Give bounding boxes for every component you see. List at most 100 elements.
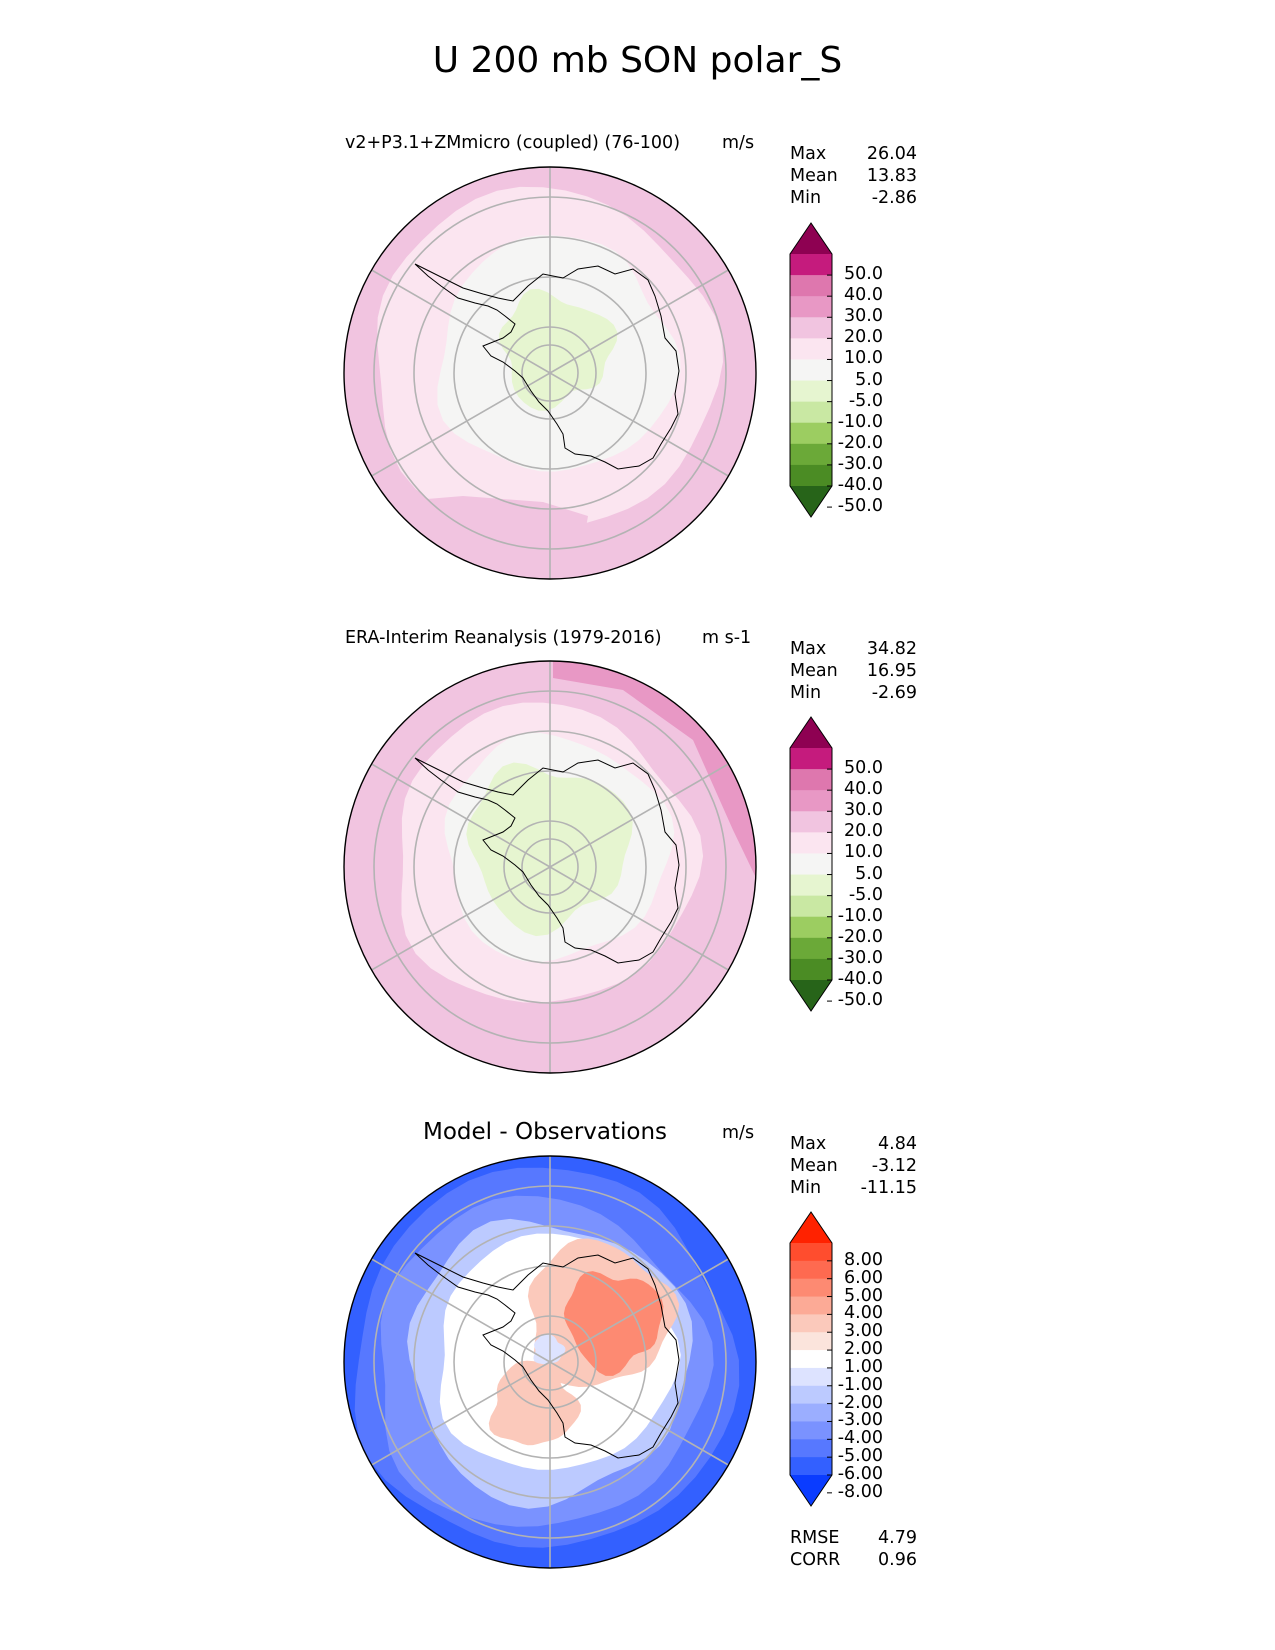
- colorbar-segment: [790, 1278, 832, 1298]
- panel-obs-colorbar: [789, 716, 833, 1012]
- panel-model-map: [343, 166, 757, 580]
- colorbar-segment: [790, 832, 832, 854]
- longitude-line: [371, 1258, 551, 1363]
- panel-model-units: m/s: [722, 133, 755, 153]
- panel-obs-units: m s-1: [702, 628, 752, 648]
- longitude-line: [549, 1361, 729, 1466]
- colorbar-tick-label: 10.0: [844, 842, 883, 863]
- colorbar-tick-label: 20.0: [844, 821, 883, 842]
- colorbar-tick-label: -3.00: [837, 1410, 883, 1431]
- colorbar-segment: [790, 1367, 832, 1387]
- colorbar-tick-label: 5.00: [844, 1285, 883, 1306]
- panel-model-colorbar: [789, 222, 833, 518]
- longitude-line: [371, 866, 551, 971]
- antarctica-coastline: [414, 1252, 680, 1459]
- stat-value-corr: 0.96: [878, 1550, 917, 1570]
- stat-label: RMSE: [790, 1528, 840, 1548]
- colorbar-tick-label: 8.00: [844, 1249, 883, 1270]
- colorbar-segment: [790, 1457, 832, 1476]
- panel-diff-title: Model - Observations: [423, 1119, 668, 1145]
- colorbar-extend-max: [790, 223, 832, 254]
- longitude-line: [371, 763, 551, 868]
- panel-diff-colorbar: [789, 1211, 833, 1507]
- longitude-line: [549, 866, 729, 971]
- colorbar-segment: [790, 853, 832, 876]
- colorbar-tick-label: -50.0: [837, 496, 883, 517]
- stat-label: Mean: [790, 1156, 838, 1176]
- colorbar-tick-label: 40.0: [844, 285, 883, 306]
- colorbar-tick-label: 50.0: [844, 264, 883, 285]
- colorbar-tick-label: 4.00: [844, 1303, 883, 1324]
- colorbar-tick-label: 1.00: [844, 1356, 883, 1377]
- stat-value-max: 34.82: [866, 639, 917, 659]
- colorbar-segment: [790, 916, 832, 939]
- antarctica-coastline: [414, 757, 680, 964]
- stat-label: Max: [790, 1134, 827, 1154]
- panel-obs-field: [344, 661, 756, 1073]
- colorbar-tick-label: 30.0: [844, 306, 883, 327]
- stat-value-mean: -3.12: [871, 1156, 917, 1176]
- colorbar-tick-label: -40.0: [837, 969, 883, 989]
- colorbar-segment: [790, 811, 832, 833]
- colorbar-tick-label: 40.0: [844, 779, 883, 800]
- colorbar-extend-min: [790, 1475, 832, 1506]
- colorbar-segment: [790, 338, 832, 360]
- panel-diff-units: m/s: [722, 1123, 755, 1143]
- colorbar-segment: [790, 790, 832, 812]
- stat-value-max: 26.04: [866, 144, 917, 164]
- colorbar-segment: [790, 1314, 832, 1333]
- longitude-line: [371, 372, 551, 477]
- colorbar-segment: [790, 443, 832, 466]
- stat-label: Min: [790, 188, 822, 208]
- colorbar-tick-label: 30.0: [844, 800, 883, 821]
- colorbar-segment: [790, 748, 832, 770]
- colorbar-segment: [790, 769, 832, 791]
- colorbar-segment: [790, 874, 832, 897]
- field-4-5: [563, 1271, 664, 1376]
- colorbar-segment: [790, 895, 832, 918]
- colorbar-tick-label: -6.00: [837, 1464, 883, 1484]
- colorbar-tick-label: 10.0: [844, 348, 883, 369]
- panel-obs-stats: Max 34.82 Mean 16.95 Min -2.69: [790, 639, 917, 705]
- stat-value-min: -2.69: [871, 683, 917, 703]
- stat-value-mean: 16.95: [866, 661, 917, 681]
- colorbar-segment: [790, 1350, 832, 1369]
- panel-diff-map: [343, 1155, 757, 1569]
- colorbar-tick-label: -5.00: [837, 1446, 883, 1467]
- colorbar-segment: [790, 1403, 832, 1422]
- panel-model-field: [344, 167, 756, 579]
- stat-label: Min: [790, 1178, 822, 1198]
- map-boundary: [343, 660, 757, 1074]
- colorbar-tick-label: 2.00: [844, 1339, 883, 1360]
- antarctica-coastline: [414, 263, 680, 470]
- panel-model-title: v2+P3.1+ZMmicro (coupled) (76-100): [345, 133, 681, 153]
- panel-diff-field: [344, 1156, 756, 1568]
- colorbar-tick-label: -2.00: [837, 1392, 883, 1413]
- stat-value-min: -2.86: [871, 188, 917, 208]
- colorbar-segment: [790, 958, 832, 981]
- stat-value-mean: 13.83: [866, 166, 917, 186]
- figure-title: U 200 mb SON polar_S: [432, 40, 843, 81]
- colorbar-segment: [790, 1332, 832, 1351]
- panel-diff-extra-stats: RMSE 4.79 CORR 0.96: [790, 1528, 917, 1572]
- colorbar-extend-max: [790, 717, 832, 748]
- map-boundary: [343, 1155, 757, 1569]
- colorbar-segment: [790, 937, 832, 960]
- colorbar-segment: [790, 1421, 832, 1440]
- colorbar-segment: [790, 275, 832, 297]
- stat-label: Max: [790, 144, 827, 164]
- colorbar-tick-label: 5.0: [855, 369, 883, 390]
- longitude-line: [549, 372, 729, 477]
- stat-value-rmse: 4.79: [878, 1528, 917, 1548]
- colorbar-tick-label: -50.0: [837, 990, 883, 1011]
- colorbar-tick-label: 6.00: [844, 1267, 883, 1288]
- stat-label: Mean: [790, 661, 838, 681]
- stat-value-min: -11.15: [860, 1178, 917, 1198]
- panel-diff-stats: Max 4.84 Mean -3.12 Min -11.15: [790, 1134, 917, 1200]
- colorbar-segment: [790, 1385, 832, 1405]
- colorbar-segment: [790, 254, 832, 276]
- colorbar-tick-label: 5.0: [855, 863, 883, 884]
- longitude-line: [371, 269, 551, 374]
- longitude-line: [549, 763, 729, 868]
- panel-obs-map: [343, 660, 757, 1074]
